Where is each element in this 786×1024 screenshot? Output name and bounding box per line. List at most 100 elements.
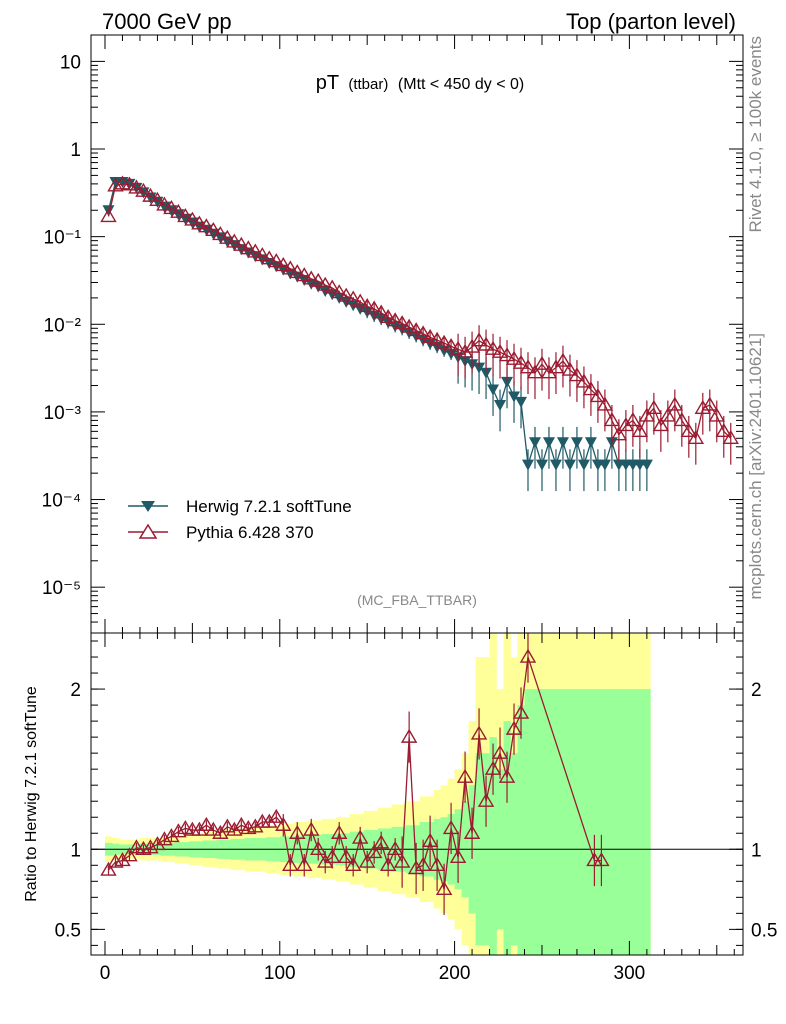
pythia-point — [310, 272, 327, 287]
pythia-point — [519, 359, 537, 374]
ratio-point — [400, 728, 418, 743]
main-y-tick-label: 1 — [70, 140, 81, 161]
pythia-point — [330, 284, 348, 299]
ratio-y-tick-label-left: 2 — [70, 680, 81, 701]
pythia-point — [219, 229, 236, 244]
band-inner-bin — [601, 689, 609, 955]
pythia-point — [393, 315, 411, 330]
pythia-point — [715, 422, 732, 438]
ratio-point — [142, 839, 159, 854]
pythia-point — [268, 253, 285, 268]
legend-herwig-label: Herwig 7.2.1 softTune — [186, 497, 352, 516]
pythia-point — [226, 233, 243, 248]
pythia-point — [652, 417, 670, 432]
ratio-point — [491, 744, 509, 759]
pythia-point — [205, 221, 222, 237]
ratio-y-tick-label-left: 1 — [70, 840, 81, 861]
pythia-point — [617, 417, 635, 432]
header-left: 7000 GeV pp — [102, 9, 232, 34]
ratio-point — [372, 834, 390, 849]
band-inner-bin — [615, 689, 623, 955]
herwig-point — [179, 213, 192, 225]
band-inner-bin — [559, 689, 567, 955]
band-inner-bin — [622, 689, 630, 955]
pythia-point — [708, 407, 725, 422]
pythia-point — [198, 218, 215, 233]
pythia-point — [296, 267, 313, 282]
legend-pythia-marker — [138, 523, 158, 539]
pythia-point — [554, 352, 572, 367]
ratio-y-tick-label-left: 0.5 — [55, 920, 81, 941]
ratio-point — [261, 813, 278, 828]
herwig-point — [535, 459, 548, 471]
analysis-tag: (MC_FBA_TTBAR) — [357, 592, 477, 608]
ratio-x-tick-label: 300 — [614, 963, 646, 984]
ratio-point — [163, 828, 180, 843]
pythia-point — [680, 422, 698, 438]
pythia-point — [372, 304, 390, 319]
herwig-point — [598, 459, 611, 471]
pythia-point — [282, 260, 299, 275]
pythia-point — [247, 243, 264, 258]
ratio-point — [386, 840, 404, 855]
legend-item-pythia: Pythia 6.428 370 — [128, 523, 314, 542]
ratio-y-tick-label-right: 2 — [751, 680, 762, 701]
band-inner-bin — [629, 689, 637, 955]
pythia-point — [722, 429, 739, 444]
herwig-point — [515, 396, 528, 408]
band-inner-bin — [636, 689, 644, 955]
ratio-point — [463, 824, 481, 839]
ratio-point — [303, 821, 320, 836]
ratio-point — [128, 839, 145, 854]
band-inner-bin — [580, 689, 588, 955]
pythia-point — [303, 270, 320, 285]
pythia-point — [386, 312, 404, 327]
pythia-point — [170, 203, 187, 218]
pythia-point — [344, 290, 362, 305]
ratio-point — [198, 816, 215, 831]
main-y-tick-label: 10⁻³ — [44, 403, 82, 424]
pythia-point — [505, 350, 523, 365]
ratio-point — [428, 856, 446, 871]
band-inner-bin — [643, 689, 651, 955]
pythia-point — [638, 407, 656, 422]
band-inner-bin — [545, 689, 553, 955]
pythia-point — [568, 367, 586, 382]
pythia-point — [163, 200, 180, 215]
ratio-point — [421, 832, 439, 847]
main-axis-ticks: 10 1 10⁻¹ 10⁻² 10⁻³ 10⁻⁴ 10⁻⁵ — [42, 34, 743, 634]
ratio-point — [233, 816, 250, 831]
pythia-point — [596, 396, 614, 411]
ratio-point — [268, 808, 285, 823]
pythia-point — [491, 343, 509, 358]
ratio-y-axis-label: Ratio to Herwig 7.2.1 softTune — [23, 686, 40, 902]
pythia-point — [435, 334, 453, 349]
ratio-point — [477, 792, 495, 807]
pythia-point — [177, 208, 194, 223]
pythia-point — [645, 399, 663, 414]
pythia-point — [358, 298, 376, 313]
ratio-panel: 0.5 0.5 1 1 2 2 0 100 200 300 Ratio to Herwig 7.2… — [23, 632, 777, 984]
band-inner-bin — [531, 689, 539, 955]
pythia-point — [694, 399, 712, 414]
pythia-point — [261, 250, 278, 265]
pythia-point — [414, 325, 432, 340]
ratio-point — [121, 847, 138, 862]
ratio-point — [156, 831, 173, 846]
pythia-point — [289, 264, 306, 279]
main-panel: 10 1 10⁻¹ 10⁻² 10⁻³ 10⁻⁴ 10⁻⁵ pT (ttbar) (Mtt … — [42, 34, 744, 634]
band-inner-bin — [608, 689, 616, 955]
pythia-point — [100, 208, 117, 223]
ratio-x-tick-label: 200 — [439, 963, 471, 984]
pythia-point — [400, 318, 418, 333]
ratio-point — [191, 821, 208, 836]
pythia-point — [477, 336, 495, 351]
herwig-point — [577, 459, 590, 471]
pythia-point — [449, 340, 467, 355]
ratio-point — [289, 824, 306, 839]
ratio-x-tick-label: 100 — [264, 963, 296, 984]
ratio-point — [149, 836, 166, 851]
ratio-point — [219, 818, 236, 833]
ratio-point — [519, 648, 537, 663]
pythia-point — [421, 328, 439, 344]
